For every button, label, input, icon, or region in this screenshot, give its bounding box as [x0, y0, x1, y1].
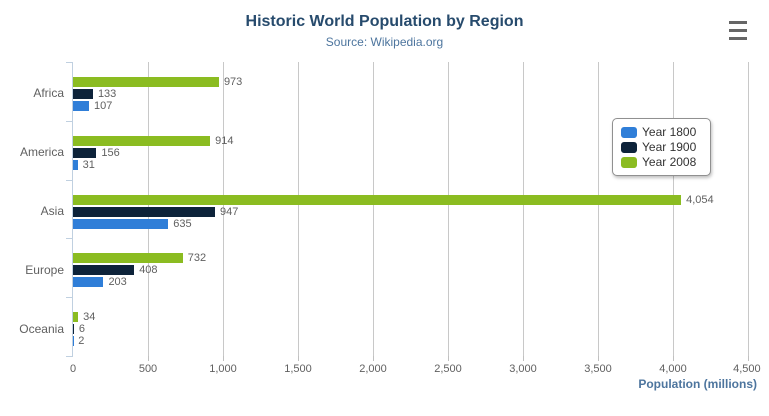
bar-value-label: 133	[97, 88, 117, 100]
value-axis-tick	[598, 356, 599, 361]
legend-item-label: Year 2008	[642, 155, 697, 169]
bar-oceania-year-2008[interactable]	[73, 312, 79, 323]
bar-value-label: 732	[187, 252, 207, 265]
category-label-europe: Europe	[25, 262, 64, 277]
legend: Year 1800 Year 1900 Year 2008	[612, 118, 711, 176]
bar-america-year-1800[interactable]	[73, 159, 78, 170]
bar-oceania-year-1900[interactable]	[73, 324, 74, 335]
gridline	[298, 62, 299, 356]
bar-value-label: 914	[215, 134, 234, 147]
bar-africa-year-2008[interactable]	[73, 77, 219, 87]
gridline	[523, 62, 524, 356]
gridline	[373, 62, 374, 356]
chart-subtitle: Source: Wikipedia.org	[325, 35, 444, 49]
x-axis-label: 2,500	[434, 363, 462, 375]
bar-europe-year-1800[interactable]	[73, 277, 104, 288]
legend-item-year-2008[interactable]: Year 2008	[621, 155, 704, 170]
category-axis-tick	[66, 238, 72, 240]
category-axis-line	[72, 62, 73, 357]
category-axis-tick	[66, 120, 72, 122]
x-axis-label: 0	[69, 363, 77, 375]
bar-america-year-2008[interactable]	[73, 135, 211, 146]
bar-value-label: 4,054	[686, 193, 714, 206]
x-axis-label: 3,500	[584, 363, 612, 375]
x-axis-label: 4,500	[733, 363, 761, 375]
bar-value-label: 408	[139, 264, 158, 277]
bar-america-year-1900[interactable]	[73, 147, 97, 158]
category-axis-tick	[66, 356, 72, 357]
gridline	[748, 62, 749, 356]
value-axis-tick	[373, 356, 374, 361]
category-label-oceania: Oceania	[19, 321, 64, 336]
bar-value-label: 31	[82, 158, 95, 171]
x-axis-label: 2,000	[359, 363, 387, 375]
bar-value-label: 2	[78, 335, 85, 348]
bar-asia-year-1800[interactable]	[73, 218, 169, 229]
bar-europe-year-2008[interactable]	[73, 253, 183, 264]
chart-title: Historic World Population by Region	[245, 13, 524, 30]
value-axis-tick	[673, 356, 674, 361]
legend-item-label: Year 1900	[642, 140, 697, 154]
bar-africa-year-1900[interactable]	[73, 89, 93, 99]
category-label-asia: Asia	[40, 204, 64, 218]
gridline	[448, 62, 449, 356]
bar-africa-year-1800[interactable]	[73, 101, 90, 111]
x-axis-label: 1,500	[284, 363, 312, 375]
legend-item-label: Year 1800	[642, 125, 697, 139]
legend-swatch	[621, 127, 637, 138]
value-axis-tick	[223, 356, 224, 361]
bar-value-label: 203	[108, 276, 127, 289]
x-axis-label: 500	[138, 363, 158, 375]
x-axis-title: Population (millions)	[638, 377, 757, 391]
category-label-america: America	[19, 145, 64, 160]
x-axis-label: 3,000	[509, 363, 537, 375]
gridline	[223, 62, 224, 356]
legend-item-year-1900[interactable]: Year 1900	[621, 140, 704, 155]
x-axis-label: 4,000	[659, 363, 687, 375]
gridline	[598, 62, 599, 356]
value-axis-tick	[748, 356, 749, 361]
bar-value-label: 947	[220, 205, 239, 218]
legend-swatch	[621, 142, 637, 153]
value-axis-tick	[523, 356, 524, 361]
legend-item-year-1800[interactable]: Year 1800	[621, 125, 704, 140]
bar-value-label: 34	[83, 311, 96, 324]
bar-value-label: 107	[94, 100, 113, 112]
hamburger-bar	[729, 37, 747, 40]
bar-value-label: 635	[173, 217, 192, 230]
legend-swatch	[621, 157, 637, 168]
value-axis-tick	[448, 356, 449, 361]
category-axis-tick	[66, 62, 72, 63]
category-label-africa: Africa	[33, 86, 64, 101]
bar-value-label: 156	[101, 146, 120, 159]
hamburger-menu-icon[interactable]	[729, 20, 749, 41]
category-axis-tick	[66, 179, 72, 181]
bar-asia-year-2008[interactable]	[73, 194, 682, 205]
bar-asia-year-1900[interactable]	[73, 206, 216, 217]
hamburger-bar	[729, 29, 747, 32]
gridline	[673, 62, 674, 356]
bar-europe-year-1900[interactable]	[73, 265, 135, 276]
bar-value-label: 6	[78, 323, 86, 336]
value-axis-tick	[148, 356, 149, 361]
bar-value-label: 973	[223, 76, 243, 88]
x-axis-label: 1,000	[209, 363, 237, 375]
hamburger-bar	[729, 21, 747, 24]
category-axis-tick	[66, 297, 72, 299]
value-axis-tick	[298, 356, 299, 361]
